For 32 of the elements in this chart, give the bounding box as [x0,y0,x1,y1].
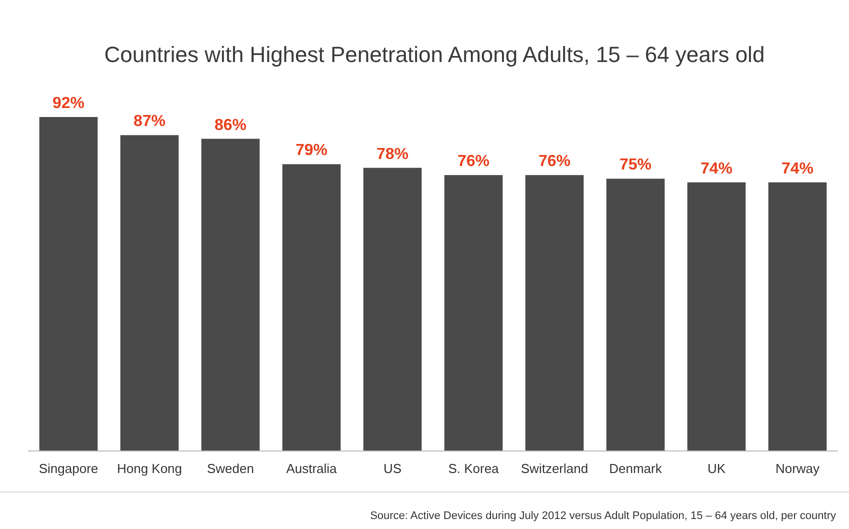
data-label: 74% [700,160,733,178]
bar [282,164,341,451]
data-label: 86% [214,116,247,134]
x-tick-label: Denmark [609,461,662,476]
bar [606,178,665,451]
bar [444,175,503,451]
data-label: 79% [295,142,328,160]
data-label: 76% [538,153,571,170]
x-tick-label: Switzerland [520,461,588,476]
bar [120,135,179,451]
bar [201,138,260,451]
x-tick-label: Hong Kong [116,461,182,476]
data-label: 87% [133,113,166,130]
bar [39,117,98,451]
x-tick-label: Australia [286,461,338,476]
x-tick-label: Sweden [207,461,254,476]
chart-title: Countries with Highest Penetration Among Adults, 15 – 64 years old [104,42,765,67]
data-label: 78% [376,146,409,163]
source-note: Source: Active Devices during July 2012 versus Adult Population, 15 – 64 years old, per country [370,510,836,522]
data-label: 92% [52,95,85,112]
x-tick-label: UK [707,461,726,476]
bar [687,182,746,451]
x-tick-label: Norway [775,461,820,476]
x-tick-label: S. Korea [448,461,500,476]
bar [363,168,422,451]
data-label: 75% [619,156,652,174]
bar [525,175,584,451]
bar [768,182,827,451]
data-label: 74% [781,160,814,178]
x-tick-label: US [383,461,402,476]
x-tick-label: Singapore [38,461,98,476]
data-label: 76% [457,153,490,170]
